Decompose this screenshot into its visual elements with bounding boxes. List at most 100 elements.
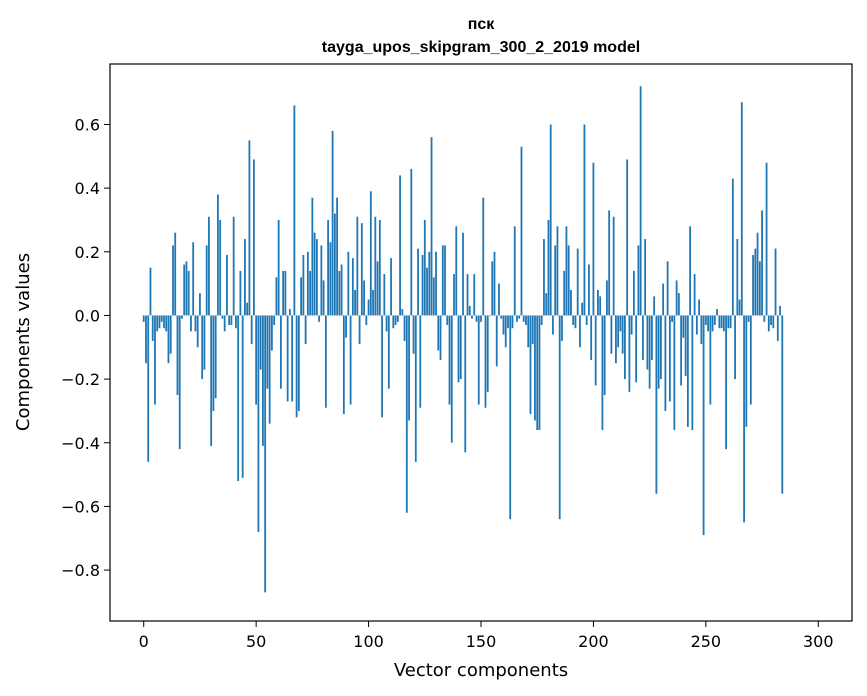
bar-78 xyxy=(318,315,321,322)
bar-189 xyxy=(567,245,570,316)
bar-170 xyxy=(525,315,527,325)
bar-223 xyxy=(644,239,647,316)
bar-75 xyxy=(311,197,314,316)
bar-195 xyxy=(581,302,584,316)
bar-219 xyxy=(635,315,638,383)
bar-209 xyxy=(612,216,615,316)
bar-12 xyxy=(169,315,172,354)
bar-256 xyxy=(718,315,721,329)
bar-262 xyxy=(731,178,734,316)
bar-265 xyxy=(738,299,741,316)
bar-29 xyxy=(208,216,210,316)
bar-58 xyxy=(273,315,276,325)
bar-62 xyxy=(282,270,285,316)
bar-137 xyxy=(450,315,453,443)
x-tick-label: 300 xyxy=(803,632,834,651)
bar-16 xyxy=(178,315,181,450)
bar-175 xyxy=(536,315,539,431)
bar-188 xyxy=(565,226,568,316)
bar-96 xyxy=(358,315,361,345)
bar-44 xyxy=(241,315,244,478)
bar-95 xyxy=(356,216,359,316)
bar-136 xyxy=(448,315,451,405)
bar-85 xyxy=(333,213,336,316)
bar-152 xyxy=(484,315,487,408)
bar-76 xyxy=(313,232,316,316)
x-tick-label: 250 xyxy=(691,632,722,651)
bar-212 xyxy=(619,315,622,332)
bar-126 xyxy=(426,267,428,316)
bar-234 xyxy=(668,315,671,402)
bar-259 xyxy=(725,315,727,450)
bar-263 xyxy=(734,315,736,380)
bar-79 xyxy=(320,245,323,316)
bar-245 xyxy=(693,274,696,316)
bar-233 xyxy=(666,261,669,316)
bar-146 xyxy=(471,315,473,319)
y-tick-label: −0.2 xyxy=(61,370,100,389)
bar-192 xyxy=(574,315,577,329)
bar-105 xyxy=(378,219,381,316)
bar-210 xyxy=(615,315,617,364)
bar-266 xyxy=(740,102,743,316)
bar-171 xyxy=(527,315,530,348)
bar-102 xyxy=(372,289,374,316)
bar-83 xyxy=(329,242,332,316)
bar-107 xyxy=(383,274,386,316)
bar-77 xyxy=(315,239,318,316)
bar-154 xyxy=(489,315,491,317)
bar-98 xyxy=(363,280,365,316)
bar-86 xyxy=(336,197,338,316)
bar-151 xyxy=(482,197,485,316)
bar-167 xyxy=(518,315,521,319)
bar-236 xyxy=(673,315,676,431)
bar-28 xyxy=(205,245,208,316)
bar-186 xyxy=(561,315,563,341)
bar-218 xyxy=(633,270,635,316)
bar-9 xyxy=(163,315,165,329)
bar-97 xyxy=(360,223,363,316)
bar-26 xyxy=(201,315,204,380)
bar-49 xyxy=(253,159,255,316)
bar-166 xyxy=(516,315,518,322)
bar-230 xyxy=(659,315,662,380)
bar-111 xyxy=(392,315,395,329)
bar-147 xyxy=(473,274,476,316)
bar-81 xyxy=(324,315,327,408)
bar-101 xyxy=(369,191,372,316)
x-axis-ticks: 0 50 100 150 200 250 300 xyxy=(139,621,834,651)
bar-64 xyxy=(286,315,289,402)
bar-239 xyxy=(680,315,683,386)
bar-27 xyxy=(203,315,206,370)
bar-38 xyxy=(228,315,231,325)
bar-56 xyxy=(268,315,271,424)
bar-272 xyxy=(754,248,757,316)
bar-197 xyxy=(585,315,588,325)
bar-159 xyxy=(500,315,503,319)
bar-229 xyxy=(657,315,660,389)
bar-178 xyxy=(543,239,545,316)
bar-254 xyxy=(713,315,716,325)
bar-125 xyxy=(423,219,426,316)
bar-169 xyxy=(522,315,525,322)
bar-37 xyxy=(226,254,228,316)
bar-282 xyxy=(776,315,779,341)
y-tick-label: 0.2 xyxy=(75,243,100,262)
bar-1 xyxy=(145,315,147,364)
bar-194 xyxy=(579,315,581,348)
bar-182 xyxy=(552,315,554,335)
bar-19 xyxy=(185,261,188,316)
bar-279 xyxy=(770,315,772,325)
bar-248 xyxy=(700,315,703,345)
bar-274 xyxy=(758,261,761,316)
bar-53 xyxy=(262,315,264,446)
bar-134 xyxy=(444,245,446,316)
y-tick-label: 0.6 xyxy=(75,115,100,134)
bar-63 xyxy=(284,270,287,316)
bar-114 xyxy=(399,175,401,316)
bar-100 xyxy=(367,299,370,316)
bar-14 xyxy=(174,232,177,316)
bar-55 xyxy=(266,315,269,389)
bar-133 xyxy=(441,245,444,316)
bar-74 xyxy=(309,270,312,316)
